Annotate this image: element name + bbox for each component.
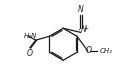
Text: ·: · [78, 25, 81, 35]
Text: +: + [84, 26, 89, 31]
Text: CH₃: CH₃ [100, 48, 113, 54]
Text: H₂N: H₂N [24, 33, 37, 39]
Text: O: O [27, 49, 33, 58]
Text: N: N [81, 25, 86, 34]
Text: N: N [78, 5, 84, 14]
Text: O: O [86, 46, 92, 55]
